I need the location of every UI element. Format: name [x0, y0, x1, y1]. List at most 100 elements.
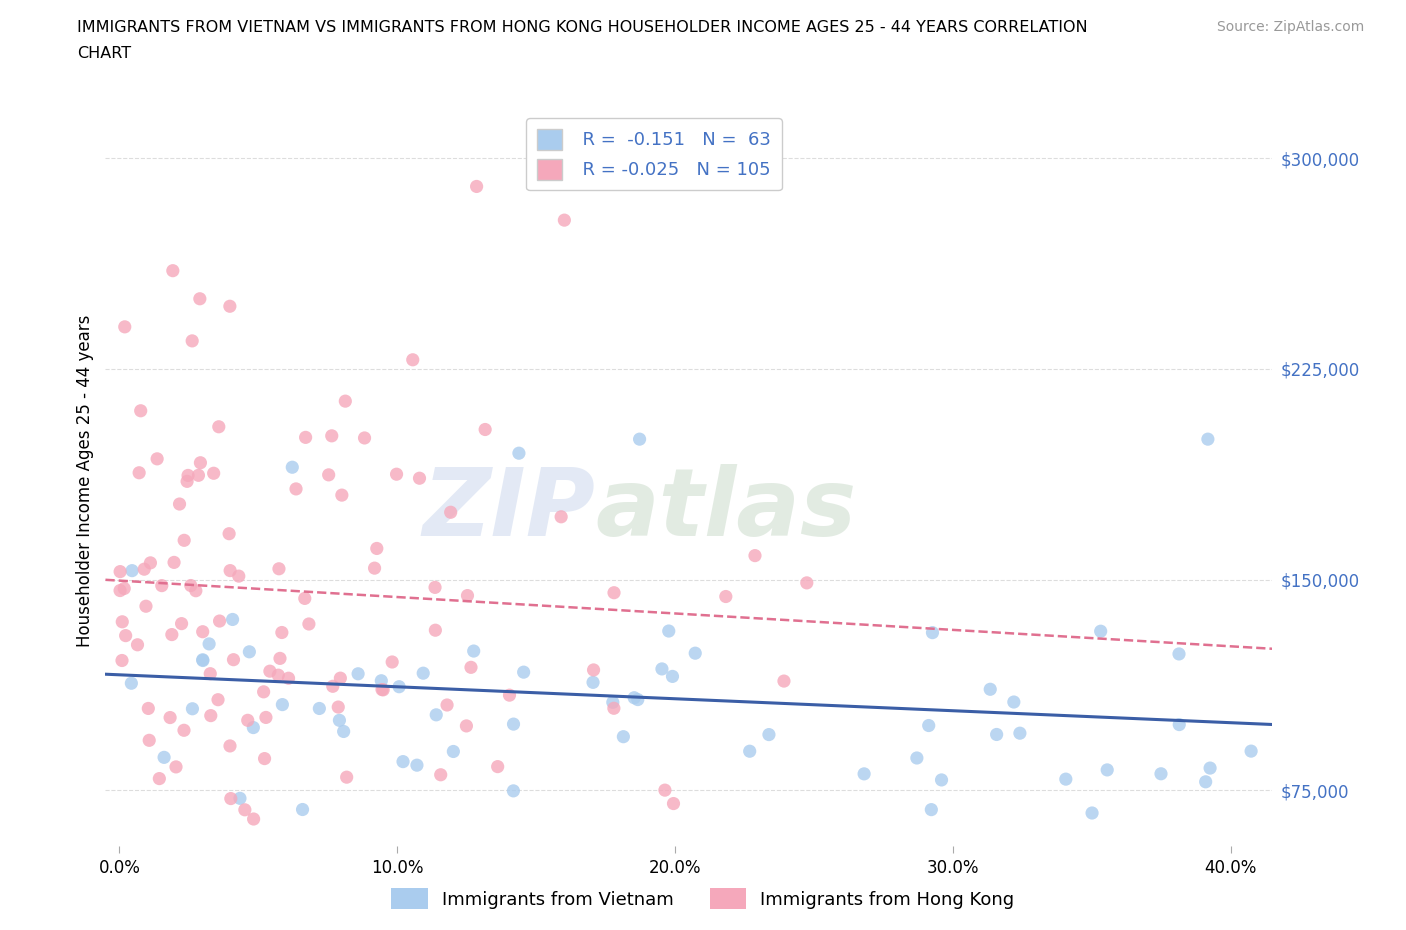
Point	[138, 733, 160, 748]
Point	[150, 578, 173, 593]
Point	[294, 591, 316, 605]
Point	[654, 783, 676, 798]
Point	[191, 653, 214, 668]
Point	[1090, 624, 1112, 639]
Point	[658, 624, 681, 639]
Point	[112, 581, 135, 596]
Point	[1008, 725, 1031, 740]
Point	[136, 701, 159, 716]
Point	[714, 589, 737, 604]
Point	[134, 562, 156, 577]
Point	[173, 723, 195, 737]
Point	[1240, 744, 1263, 759]
Point	[180, 578, 202, 593]
Point	[612, 729, 634, 744]
Point	[188, 291, 211, 306]
Y-axis label: Householder Income Ages 25 - 44 years: Householder Income Ages 25 - 44 years	[76, 315, 94, 647]
Point	[146, 451, 169, 466]
Point	[111, 653, 134, 668]
Legend: Immigrants from Vietnam, Immigrants from Hong Kong: Immigrants from Vietnam, Immigrants from…	[384, 881, 1022, 916]
Point	[267, 562, 290, 577]
Point	[219, 564, 242, 578]
Point	[135, 599, 157, 614]
Point	[921, 625, 943, 640]
Point	[165, 760, 187, 775]
Point	[191, 624, 214, 639]
Point	[683, 645, 706, 660]
Point	[1150, 766, 1173, 781]
Text: CHART: CHART	[77, 46, 131, 61]
Point	[498, 687, 520, 702]
Point	[553, 213, 575, 228]
Point	[321, 429, 343, 444]
Point	[242, 812, 264, 827]
Point	[512, 665, 534, 680]
Point	[602, 695, 624, 710]
Point	[253, 751, 276, 766]
Point	[1168, 717, 1191, 732]
Point	[229, 790, 252, 805]
Point	[271, 698, 294, 712]
Point	[228, 568, 250, 583]
Point	[184, 583, 207, 598]
Point	[169, 497, 191, 512]
Point	[191, 652, 214, 667]
Point	[425, 623, 447, 638]
Point	[267, 668, 290, 683]
Point	[627, 692, 650, 707]
Point	[120, 676, 142, 691]
Point	[1002, 695, 1025, 710]
Text: atlas: atlas	[596, 464, 856, 556]
Point	[108, 583, 131, 598]
Point	[336, 770, 359, 785]
Point	[259, 664, 281, 679]
Point	[905, 751, 928, 765]
Legend:   R =  -0.151   N =  63,   R = -0.025   N = 105: R = -0.151 N = 63, R = -0.025 N = 105	[526, 118, 782, 191]
Point	[114, 319, 136, 334]
Point	[173, 533, 195, 548]
Point	[628, 432, 651, 446]
Point	[486, 759, 509, 774]
Point	[222, 652, 245, 667]
Point	[270, 625, 292, 640]
Point	[208, 419, 231, 434]
Point	[1168, 646, 1191, 661]
Point	[238, 644, 260, 659]
Point	[373, 683, 395, 698]
Point	[429, 767, 451, 782]
Point	[200, 666, 222, 681]
Point	[582, 662, 605, 677]
Point	[148, 771, 170, 786]
Point	[242, 720, 264, 735]
Point	[366, 541, 388, 556]
Point	[162, 263, 184, 278]
Point	[651, 661, 673, 676]
Point	[661, 669, 683, 684]
Point	[502, 783, 524, 798]
Point	[918, 718, 941, 733]
Point	[986, 727, 1008, 742]
Point	[371, 682, 394, 697]
Point	[1095, 763, 1118, 777]
Point	[370, 673, 392, 688]
Point	[190, 456, 212, 471]
Point	[207, 692, 229, 707]
Point	[412, 666, 434, 681]
Point	[1199, 761, 1222, 776]
Point	[181, 334, 204, 349]
Point	[253, 684, 276, 699]
Point	[758, 727, 780, 742]
Point	[200, 708, 222, 723]
Point	[335, 393, 357, 408]
Point	[474, 422, 496, 437]
Text: IMMIGRANTS FROM VIETNAM VS IMMIGRANTS FROM HONG KONG HOUSEHOLDER INCOME AGES 25 : IMMIGRANTS FROM VIETNAM VS IMMIGRANTS FR…	[77, 20, 1088, 35]
Point	[291, 802, 314, 817]
Point	[853, 766, 876, 781]
Point	[177, 468, 200, 483]
Point	[318, 468, 340, 483]
Point	[385, 467, 408, 482]
Point	[353, 431, 375, 445]
Point	[254, 710, 277, 724]
Point	[170, 617, 193, 631]
Point	[221, 612, 243, 627]
